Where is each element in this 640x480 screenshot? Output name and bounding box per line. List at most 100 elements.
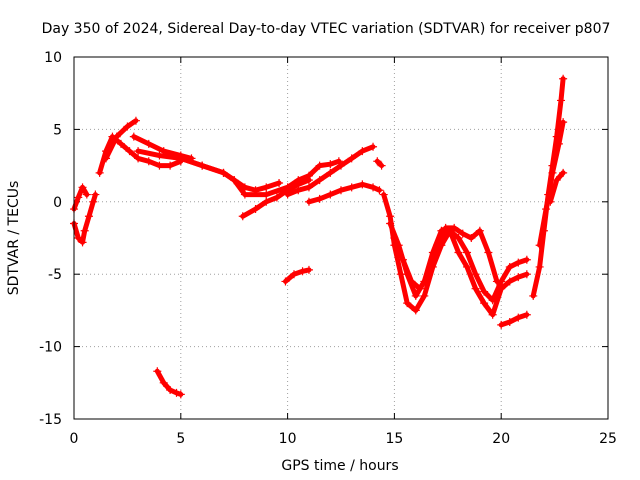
data-point: [403, 299, 412, 308]
data-point: [416, 284, 425, 293]
data-point: [337, 161, 345, 170]
data-point: [74, 234, 83, 242]
data-point: [176, 154, 185, 163]
x-tick-label: 15: [385, 431, 403, 447]
data-point: [262, 183, 271, 192]
data-point: [176, 390, 185, 399]
data-point: [230, 176, 239, 185]
data-point: [89, 197, 98, 206]
data-point: [131, 116, 140, 125]
data-point: [102, 154, 111, 163]
data-point: [480, 287, 489, 296]
data-point: [251, 205, 260, 214]
series-arc-17: [497, 310, 531, 329]
y-tick-label: -15: [39, 412, 62, 428]
series-trace: [374, 158, 385, 169]
data-point: [411, 291, 420, 300]
data-point: [522, 255, 531, 264]
data-point: [304, 197, 313, 206]
data-point: [337, 186, 345, 195]
data-point: [78, 183, 87, 192]
data-point: [358, 147, 367, 156]
data-point: [458, 229, 467, 238]
x-tick-label: 0: [70, 431, 79, 447]
y-tick-label: 10: [44, 50, 62, 66]
data-point: [315, 194, 324, 203]
data-series: [70, 74, 568, 399]
data-point: [116, 139, 125, 148]
data-point: [326, 160, 335, 169]
data-point: [134, 154, 143, 163]
data-point: [334, 157, 343, 166]
series-trace: [537, 119, 566, 248]
data-point: [450, 223, 459, 232]
data-point: [294, 186, 303, 195]
data-point: [559, 74, 568, 83]
data-point: [281, 277, 290, 286]
series-arc-19: [535, 118, 568, 250]
data-point: [358, 180, 367, 189]
data-point: [559, 168, 568, 177]
data-point: [535, 241, 544, 250]
data-point: [420, 291, 429, 300]
data-point: [82, 190, 91, 199]
data-point: [172, 388, 181, 397]
data-point: [475, 226, 484, 235]
data-point: [467, 234, 476, 242]
tick-labels: 0 5 10 15 20 25 -15 -10 -5 0 5 10: [39, 50, 617, 447]
plot-frame: [73, 56, 609, 420]
data-point: [398, 255, 407, 264]
data-point: [129, 132, 138, 141]
data-point: [369, 142, 378, 151]
data-point: [471, 270, 480, 279]
y-tick-label: -10: [39, 340, 62, 356]
data-point: [386, 219, 395, 228]
data-point: [377, 161, 386, 170]
series-arc-11: [373, 157, 386, 170]
series-arc-7: [176, 154, 343, 199]
series-trace: [283, 267, 312, 284]
series-arc-5: [129, 132, 196, 163]
data-point: [484, 248, 493, 257]
chart-title: Day 350 of 2024, Sidereal Day-to-day VTE…: [42, 21, 611, 37]
series-arc-10: [304, 180, 384, 206]
data-point: [198, 161, 207, 170]
data-point: [375, 186, 384, 195]
data-point: [424, 270, 433, 279]
data-point: [535, 262, 544, 271]
data-point: [542, 205, 551, 214]
data-point: [80, 226, 89, 235]
data-point: [369, 183, 378, 192]
data-point: [159, 378, 168, 387]
data-point: [262, 197, 271, 206]
data-point: [441, 223, 450, 232]
data-point: [471, 284, 480, 293]
data-point: [373, 157, 382, 166]
data-point: [91, 190, 100, 199]
x-tick-label: 25: [599, 431, 617, 447]
series-arc-16: [390, 223, 501, 293]
y-tick-label: 0: [53, 195, 62, 211]
data-point: [304, 176, 313, 185]
data-point: [488, 296, 497, 305]
data-point: [326, 190, 335, 199]
x-tick-label: 20: [492, 431, 510, 447]
data-point: [155, 151, 164, 160]
x-tick-label: 5: [176, 431, 185, 447]
data-point: [298, 267, 307, 276]
data-point: [240, 190, 249, 199]
data-point: [433, 241, 442, 250]
data-point: [315, 161, 324, 170]
data-point: [505, 277, 514, 286]
y-axis-label: SDTVAR / TECUs: [6, 181, 22, 296]
data-point: [304, 183, 313, 192]
data-point: [153, 367, 162, 376]
data-point: [514, 273, 523, 282]
data-point: [492, 277, 501, 286]
data-point: [347, 154, 356, 163]
data-point: [407, 277, 416, 286]
data-point: [134, 147, 143, 156]
data-point: [505, 317, 514, 326]
axis-ticks: [73, 56, 609, 420]
